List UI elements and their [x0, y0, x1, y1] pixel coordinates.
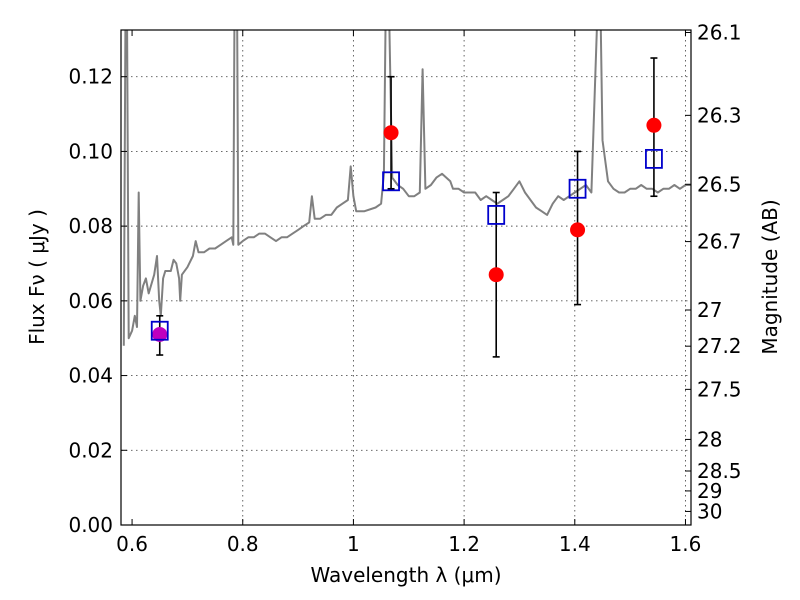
model-flux-square — [382, 171, 400, 192]
right-tick-label: 28.5 — [697, 459, 742, 483]
spectrum-line — [122, 30, 691, 346]
model-flux-square — [487, 205, 506, 225]
y-tick-label: 0.04 — [68, 364, 113, 388]
x-tick-label: 1 — [347, 532, 360, 556]
y-tick-label: 0.06 — [68, 289, 113, 313]
x-tick-label: 0.6 — [116, 532, 148, 556]
y-tick-label: 0.02 — [68, 438, 113, 462]
x-tick-label: 0.8 — [227, 532, 259, 556]
right-tick-label: 29 — [697, 479, 722, 503]
right-tick-label: 27 — [697, 298, 722, 322]
right-y-axis-label: Magnitude (AB) — [758, 199, 782, 354]
gridlines — [121, 30, 691, 525]
axis-ticks: 0.6 0.8 1 1.2 1.4 1.6 0.00 0.02 0.04 0.06 0.08 0.10… — [68, 20, 741, 556]
y-tick-label: 0.12 — [68, 65, 113, 89]
y-tick-label: 0.08 — [68, 214, 113, 238]
model-flux-square — [150, 320, 169, 341]
x-tick-label: 1.2 — [448, 532, 480, 556]
right-tick-label: 30 — [697, 499, 722, 523]
right-tick-label: 26.3 — [697, 103, 742, 127]
right-tick-label: 26.1 — [697, 20, 742, 44]
x-tick-label: 1.6 — [670, 532, 702, 556]
photometry-point — [383, 125, 399, 141]
right-tick-label: 28 — [697, 427, 722, 451]
right-tick-label: 26.5 — [697, 172, 742, 196]
y-tick-label: 0.10 — [68, 139, 113, 163]
plot-frame — [120, 29, 692, 526]
plot-series — [122, 30, 691, 346]
x-tick-label: 1.4 — [559, 532, 591, 556]
photometry-point — [646, 117, 662, 133]
model-flux-square — [645, 148, 663, 169]
photometry-point — [488, 267, 504, 283]
y-axis-label: Flux Fν ( μJy ) — [25, 209, 49, 345]
plot-markers — [150, 57, 663, 358]
right-tick-label: 26.7 — [697, 230, 742, 254]
right-tick-label: 27.2 — [697, 334, 742, 358]
model-flux-square — [568, 178, 587, 199]
y-tick-label: 0.00 — [68, 513, 113, 537]
right-tick-label: 27.5 — [697, 377, 742, 401]
optical-point — [152, 326, 168, 342]
photometry-point — [570, 222, 586, 238]
x-axis-label: Wavelength λ (μm) — [310, 563, 501, 587]
